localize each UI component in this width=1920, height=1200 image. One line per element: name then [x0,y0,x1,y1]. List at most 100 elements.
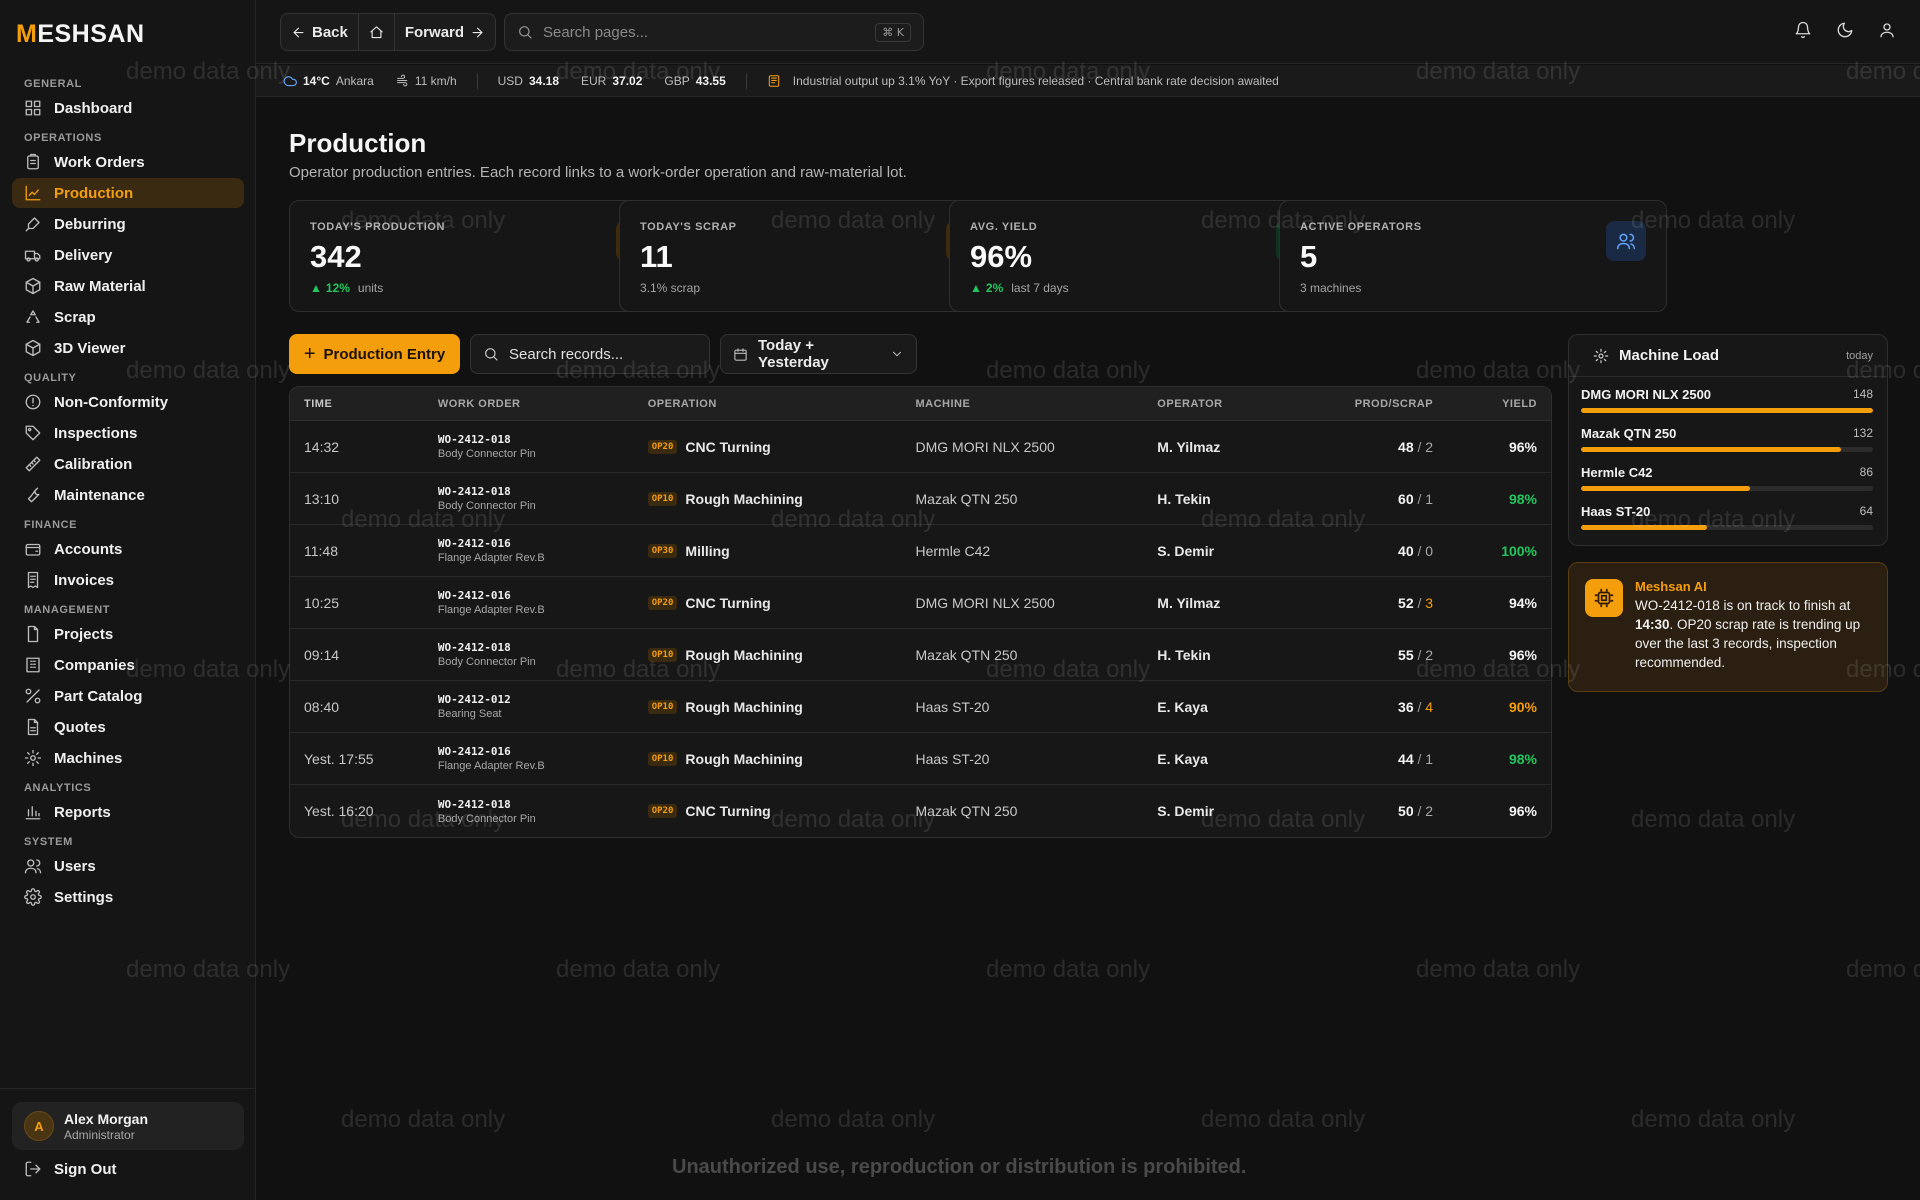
sidebar-item-maintenance[interactable]: Maintenance [12,480,244,510]
bell-icon[interactable] [1794,21,1812,39]
stat-foot-text: units [357,281,384,295]
cell-machine: Mazak QTN 250 [915,490,1018,507]
work-order-code[interactable]: WO-2412-016 [437,537,511,550]
arrow-right-icon [470,25,485,40]
gear-icon [1593,348,1609,364]
cell-prod-scrap: 55 / 2 [1317,647,1433,663]
stat-footer: 3.1% scrap [640,281,986,295]
sidebar-item-dashboard[interactable]: Dashboard [12,93,244,123]
table-row[interactable]: 08:40 WO-2412-012 Bearing Seat OP10 Roug… [290,681,1551,733]
work-order-code[interactable]: WO-2412-018 [437,485,511,498]
sidebar-item-projects[interactable]: Projects [12,619,244,649]
sidebar-item-work-orders[interactable]: Work Orders [12,147,244,177]
col-time[interactable]: TIME [304,397,333,410]
sidebar-item-reports[interactable]: Reports [12,797,244,827]
add-production-entry-button[interactable]: + Production Entry [289,334,460,374]
sidebar-item-part-catalog[interactable]: Part Catalog [12,681,244,711]
work-order-code[interactable]: WO-2412-016 [437,589,511,602]
sidebar-item-3d-viewer[interactable]: 3D Viewer [12,333,244,363]
alert-circle-icon [24,393,42,411]
cell-time: 11:48 [304,542,338,559]
sidebar-item-settings[interactable]: Settings [12,882,244,912]
operation-name: Rough Machining [685,750,803,767]
sidebar-item-calibration[interactable]: Calibration [12,449,244,479]
operation-name: Milling [685,542,730,559]
record-search-input[interactable] [509,345,708,363]
col-prod-scrap[interactable]: PROD/SCRAP [1354,397,1434,410]
cell-time: 13:10 [304,490,340,507]
weather-city: Ankara [335,73,374,88]
machine-load-value: 64 [1859,504,1873,518]
work-order-code[interactable]: WO-2412-018 [437,433,511,446]
part-name: Body Connector Pin [437,448,536,460]
table-row[interactable]: Yest. 16:20 WO-2412-018 Body Connector P… [290,785,1551,837]
cell-prod-scrap: 50 / 2 [1317,803,1433,819]
sidebar-item-machines[interactable]: Machines [12,743,244,773]
forward-button[interactable]: Forward [395,14,495,50]
sidebar-item-label: 3D Viewer [54,339,126,357]
cell-operation: OP10 Rough Machining [647,750,916,767]
operation-name: CNC Turning [685,594,771,611]
sidebar-item-quotes[interactable]: Quotes [12,712,244,742]
sidebar-item-companies[interactable]: Companies [12,650,244,680]
table-row[interactable]: 09:14 WO-2412-018 Body Connector Pin OP1… [290,629,1551,681]
work-order-code[interactable]: WO-2412-012 [437,693,511,706]
col-yield[interactable]: YIELD [1502,397,1537,410]
cell-operator: H. Tekin [1157,490,1211,507]
prod-scrap-separator: / [1413,594,1426,611]
operation-name: Rough Machining [685,490,803,507]
sidebar-item-deburring[interactable]: Deburring [12,209,244,239]
work-order-code[interactable]: WO-2412-018 [437,797,511,811]
sidebar-item-label: Quotes [54,718,106,736]
cell-operation: OP20 CNC Turning [647,439,916,455]
sign-out-button[interactable]: Sign Out [24,1160,117,1178]
machine-load-item: Mazak QTN 250 132 [1569,416,1887,455]
moon-icon[interactable] [1836,21,1854,39]
col-operation[interactable]: OPERATION [647,397,717,410]
page-search-input[interactable] [543,23,866,41]
sidebar-item-label: Accounts [54,540,123,558]
operation-code-badge: OP20 [647,595,678,610]
machine-name: Mazak QTN 250 [1581,426,1677,441]
table-row[interactable]: Yest. 17:55 WO-2412-016 Flange Adapter R… [290,733,1551,785]
col-machine[interactable]: MACHINE [915,397,971,410]
scrap-count: 1 [1425,490,1434,507]
sidebar-item-label: Projects [54,625,114,643]
col-work-order[interactable]: WORK ORDER [437,397,521,410]
cell-operator: M. Yilmaz [1157,594,1221,611]
sidebar-item-production[interactable]: Production [12,178,244,208]
load-bar-track [1581,486,1873,491]
sidebar-item-delivery[interactable]: Delivery [12,240,244,270]
back-label: Back [312,23,348,41]
user-icon[interactable] [1878,21,1896,39]
work-order-code[interactable]: WO-2412-018 [437,641,511,654]
part-name: Flange Adapter Rev.B [437,604,545,616]
sidebar-item-inspections[interactable]: Inspections [12,418,244,448]
logo[interactable]: MESHSAN [16,20,145,48]
machine-load-card: Machine Load today DMG MORI NLX 2500 148… [1568,334,1888,546]
sidebar-item-invoices[interactable]: Invoices [12,565,244,595]
table-row[interactable]: 14:32 WO-2412-018 Body Connector Pin OP2… [290,421,1551,473]
table-row[interactable]: 13:10 WO-2412-018 Body Connector Pin OP1… [290,473,1551,525]
table-row[interactable]: 10:25 WO-2412-016 Flange Adapter Rev.B O… [290,577,1551,629]
back-button[interactable]: Back [281,14,359,50]
stat-label: TODAY'S PRODUCTION [310,221,446,233]
home-button[interactable] [359,14,395,50]
sidebar-item-raw-material[interactable]: Raw Material [12,271,244,301]
user-card[interactable]: A Alex Morgan Administrator [12,1102,244,1150]
stat-card-today-s-production: TODAY'S PRODUCTION 342 ▲ 12% units [289,200,677,312]
receipt-icon [24,571,42,589]
box-icon [24,277,42,295]
settings-icon [24,888,42,906]
sidebar-item-accounts[interactable]: Accounts [12,534,244,564]
operation-code-badge: OP30 [647,543,678,558]
date-range-select[interactable]: Today + Yesterday [720,334,917,374]
sidebar-item-users[interactable]: Users [12,851,244,881]
sidebar-item-non-conformity[interactable]: Non-Conformity [12,387,244,417]
col-operator[interactable]: OPERATOR [1157,397,1223,410]
scrap-count: 2 [1425,438,1434,455]
scrap-count: 2 [1425,803,1434,819]
work-order-code[interactable]: WO-2412-016 [437,745,511,758]
sidebar-item-scrap[interactable]: Scrap [12,302,244,332]
table-row[interactable]: 11:48 WO-2412-016 Flange Adapter Rev.B O… [290,525,1551,577]
